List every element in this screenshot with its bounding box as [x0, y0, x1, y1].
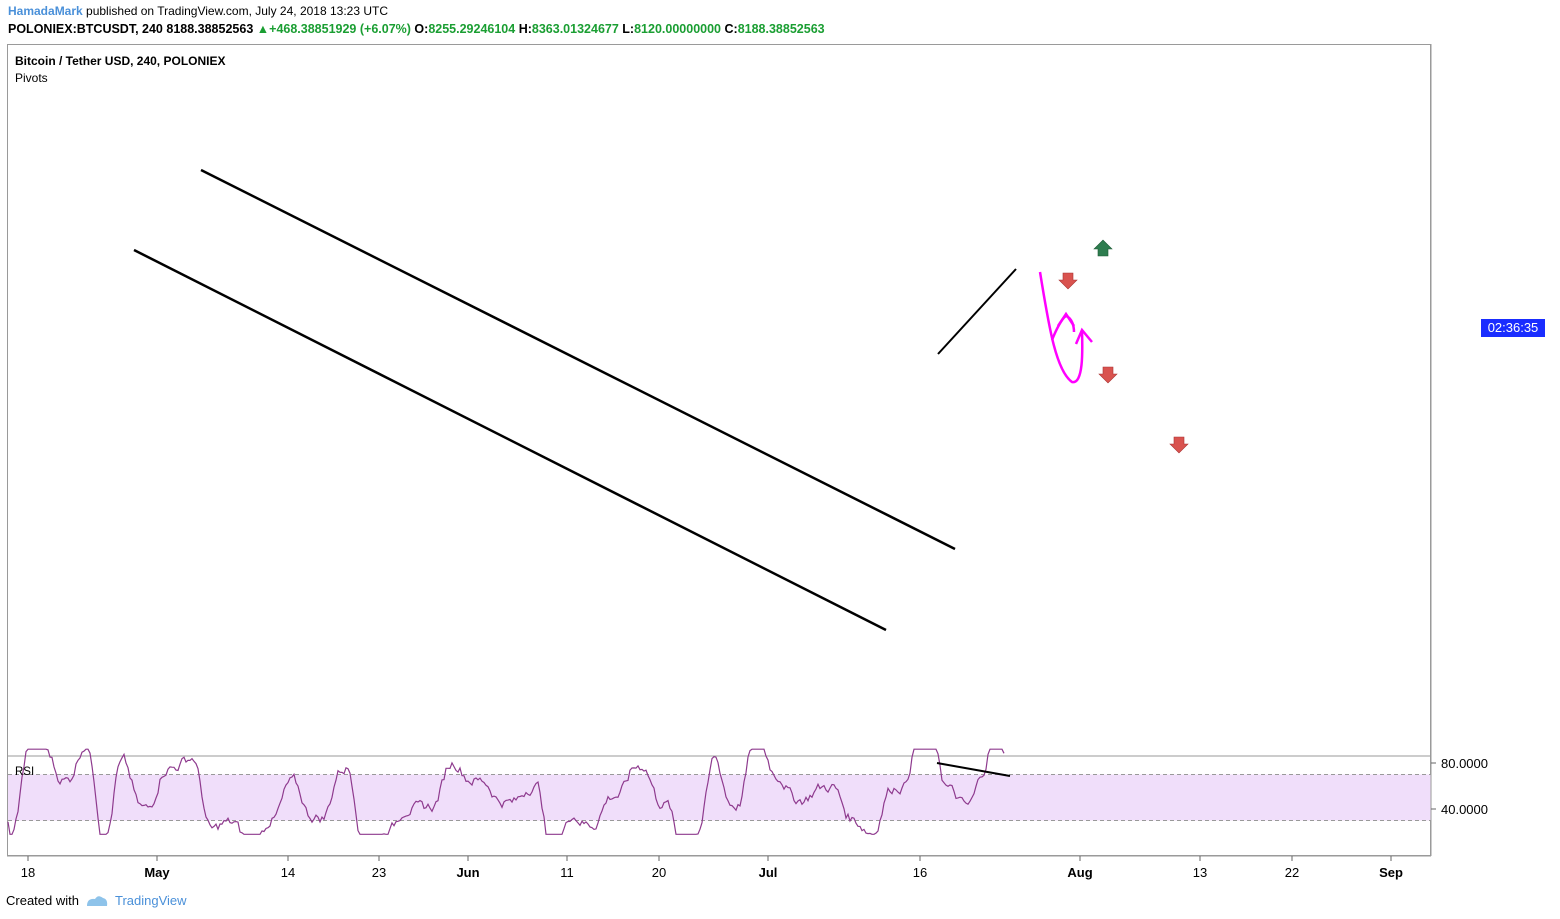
rsi-line	[7, 748, 1005, 835]
footer: Created with TradingView	[6, 893, 187, 908]
time-tick-label: 23	[372, 865, 386, 880]
time-tick-label: 22	[1285, 865, 1299, 880]
rsi-label[interactable]: RSI	[15, 766, 35, 778]
time-tick-label: 20	[652, 865, 666, 880]
close-value: 8188.38852563	[737, 22, 825, 36]
up-arrow-icon	[1093, 239, 1113, 257]
tradingview-logo-icon	[86, 895, 108, 906]
author-name[interactable]: HamadaMark	[8, 4, 83, 18]
low-value: 8120.00000000	[634, 22, 722, 36]
channel-upper-line	[200, 168, 956, 551]
down-arrow-icon	[1169, 436, 1189, 454]
rising-trendline	[937, 268, 1017, 355]
rsi-divergence-line	[936, 762, 1011, 777]
time-tick-label: 13	[1193, 865, 1207, 880]
legend-title: Bitcoin / Tether USD, 240, POLONIEX	[15, 54, 226, 68]
time-tick-label: 18	[21, 865, 35, 880]
down-arrow-icon	[1098, 366, 1118, 384]
time-tick-label: Aug	[1067, 865, 1092, 880]
rsi-tick-label: 80.0000	[1441, 756, 1488, 771]
publish-line: HamadaMark published on TradingView.com,…	[8, 4, 388, 18]
publish-info: published on TradingView.com, July 24, 2…	[82, 4, 388, 18]
bar-countdown: 02:36:35	[1481, 319, 1545, 337]
ohlc-line: POLONIEX:BTCUSDT, 240 8188.38852563 ▲+46…	[8, 22, 825, 36]
low-label: L:	[622, 22, 635, 36]
time-tick-label: May	[144, 865, 170, 880]
close-label: C:	[724, 22, 738, 36]
change-arrow: ▲	[256, 22, 270, 36]
time-tick-label: Sep	[1379, 865, 1403, 880]
projection-arrowhead-icon	[1056, 311, 1076, 327]
last-price: 8188.38852563	[166, 22, 254, 36]
projection-path	[1038, 271, 1084, 384]
time-tick-label: Jun	[456, 865, 479, 880]
projection-arrowhead-icon	[1074, 327, 1093, 345]
time-tick-label: 16	[913, 865, 927, 880]
chart-legend: Bitcoin / Tether USD, 240, POLONIEX Pivo…	[15, 53, 226, 87]
rsi-band	[8, 774, 1431, 821]
high-value: 8363.01324677	[531, 22, 619, 36]
legend-indicator[interactable]: Pivots	[15, 71, 48, 85]
time-tick-label: 11	[560, 865, 574, 880]
symbol-label: POLONIEX:BTCUSDT, 240	[8, 22, 163, 36]
change-value: +468.38851929 (+6.07%)	[269, 22, 411, 36]
tradingview-brand[interactable]: TradingView	[114, 893, 187, 908]
channel-lower-line	[133, 248, 887, 632]
time-tick-label: 14	[281, 865, 295, 880]
open-label: O:	[414, 22, 429, 36]
time-tick-label: Jul	[759, 865, 778, 880]
created-with: Created with	[6, 893, 79, 908]
rsi-tick-label: 40.0000	[1441, 802, 1488, 817]
open-value: 8255.29246104	[428, 22, 516, 36]
down-arrow-icon	[1058, 272, 1078, 290]
high-label: H:	[518, 22, 532, 36]
